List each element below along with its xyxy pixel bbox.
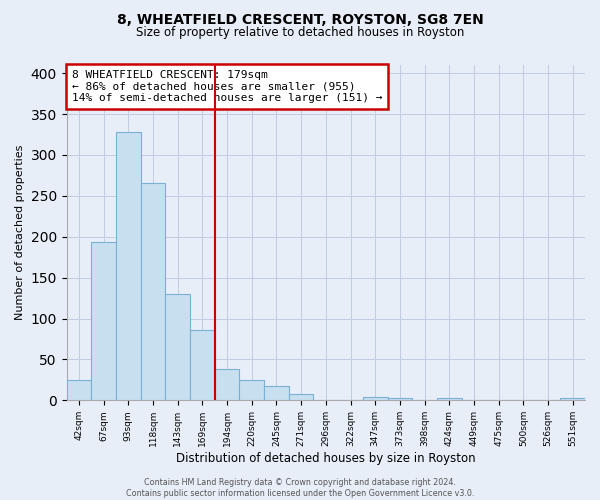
- Bar: [363, 397, 388, 400]
- Bar: [239, 380, 264, 400]
- Text: Size of property relative to detached houses in Royston: Size of property relative to detached ho…: [136, 26, 464, 39]
- Y-axis label: Number of detached properties: Number of detached properties: [15, 145, 25, 320]
- Bar: [560, 398, 585, 400]
- Text: Contains HM Land Registry data © Crown copyright and database right 2024.
Contai: Contains HM Land Registry data © Crown c…: [126, 478, 474, 498]
- Text: 8, WHEATFIELD CRESCENT, ROYSTON, SG8 7EN: 8, WHEATFIELD CRESCENT, ROYSTON, SG8 7EN: [116, 12, 484, 26]
- Bar: [67, 380, 91, 400]
- Bar: [388, 398, 412, 400]
- Bar: [289, 394, 313, 400]
- Text: 8 WHEATFIELD CRESCENT: 179sqm
← 86% of detached houses are smaller (955)
14% of : 8 WHEATFIELD CRESCENT: 179sqm ← 86% of d…: [72, 70, 382, 103]
- Bar: [91, 242, 116, 400]
- Bar: [190, 330, 215, 400]
- Bar: [116, 132, 141, 400]
- Bar: [166, 294, 190, 401]
- Bar: [141, 183, 166, 400]
- Bar: [264, 386, 289, 400]
- Bar: [215, 370, 239, 400]
- Bar: [437, 398, 461, 400]
- X-axis label: Distribution of detached houses by size in Royston: Distribution of detached houses by size …: [176, 452, 476, 465]
